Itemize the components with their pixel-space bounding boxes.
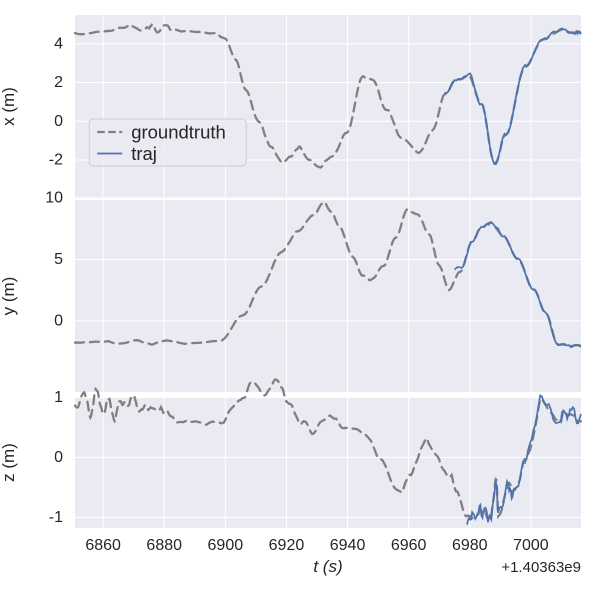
svg-text:4: 4 — [54, 35, 63, 52]
svg-text:0: 0 — [54, 113, 63, 130]
svg-text:+1.40363e9: +1.40363e9 — [501, 559, 581, 576]
svg-text:6920: 6920 — [269, 537, 305, 554]
svg-text:groundtruth: groundtruth — [131, 122, 226, 143]
svg-text:z (m): z (m) — [0, 443, 18, 482]
svg-text:6900: 6900 — [208, 537, 244, 554]
svg-text:6940: 6940 — [330, 537, 366, 554]
svg-text:6960: 6960 — [391, 537, 427, 554]
svg-text:2: 2 — [54, 74, 63, 91]
svg-text:y (m): y (m) — [0, 277, 18, 316]
svg-text:-1: -1 — [49, 509, 63, 526]
svg-text:x (m): x (m) — [0, 87, 18, 126]
svg-text:0: 0 — [54, 312, 63, 329]
svg-text:6860: 6860 — [85, 537, 121, 554]
svg-text:traj: traj — [131, 143, 157, 164]
svg-text:5: 5 — [54, 251, 63, 268]
svg-text:1: 1 — [54, 389, 63, 406]
svg-text:-2: -2 — [49, 152, 63, 169]
svg-text:6980: 6980 — [452, 537, 488, 554]
svg-text:0: 0 — [54, 449, 63, 466]
svg-text:6880: 6880 — [146, 537, 182, 554]
svg-text:t (s): t (s) — [313, 557, 342, 576]
svg-text:7000: 7000 — [513, 537, 549, 554]
svg-text:10: 10 — [45, 190, 63, 207]
